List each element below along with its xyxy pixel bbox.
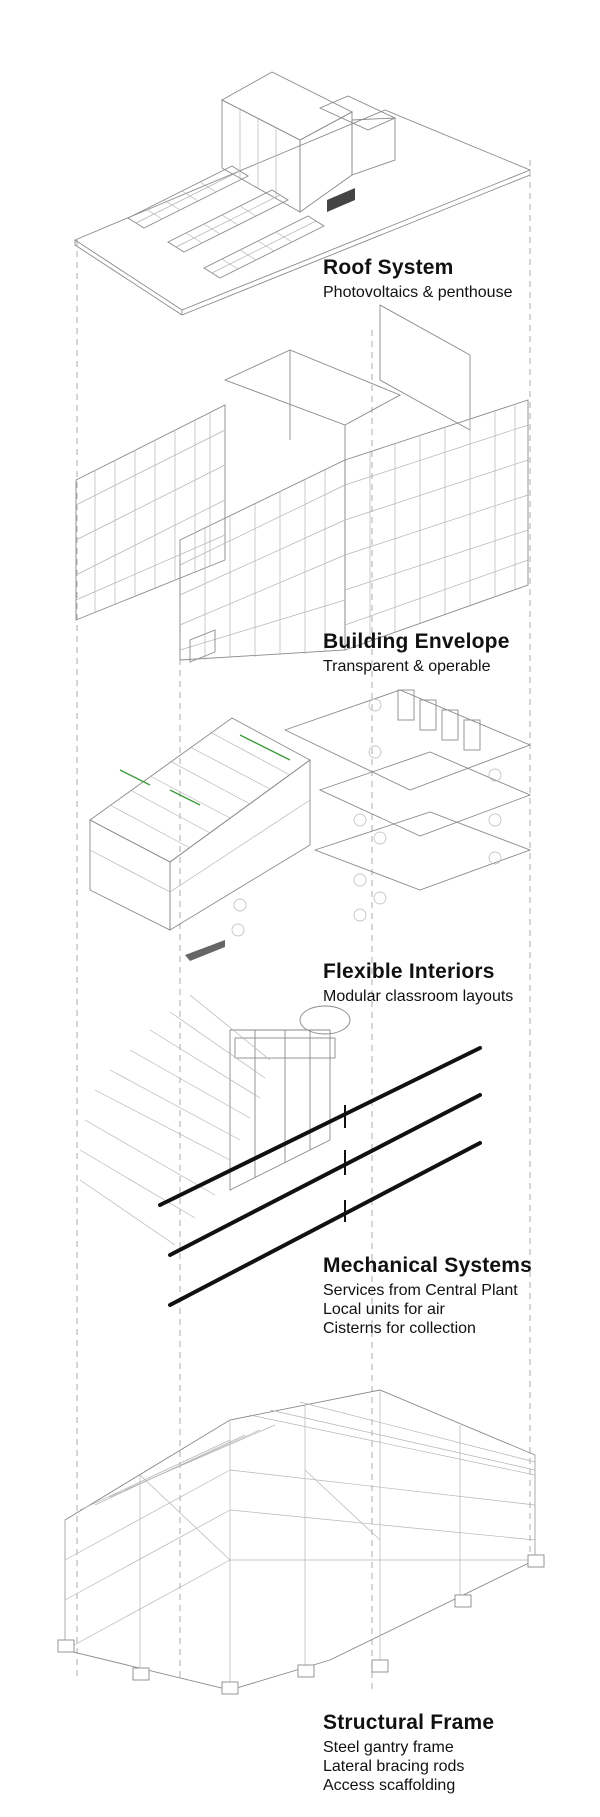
layer-title: Structural Frame [323,1711,495,1734]
structural-frame-label: Structural Frame Steel gantry frame Late… [323,1712,494,1795]
layer-description: Services from Central Plant [323,1282,518,1299]
mechanical-systems-drawing [79,994,482,1307]
layer-title: Flexible Interiors [323,960,495,983]
layer-description: Modular classroom layouts [323,988,514,1005]
roof-system-drawing [74,71,532,316]
flexible-interiors-label: Flexible Interiors Modular classroom lay… [323,961,513,1006]
building-envelope-drawing [75,304,529,663]
layer-title: Roof System [323,256,454,279]
mechanical-systems-label: Mechanical Systems Services from Central… [323,1255,532,1338]
layer-description: Photovoltaics & penthouse [323,284,513,301]
flexible-interiors-drawing [89,689,532,961]
layer-title: Building Envelope [323,630,510,653]
roof-system-label: Roof System Photovoltaics & penthouse [323,257,512,302]
alignment-guides [76,160,531,1690]
structural-frame-drawing [57,1389,545,1695]
layer-description: Lateral bracing rods [323,1758,465,1775]
layer-description: Local units for air [323,1301,445,1318]
layer-description: Transparent & operable [323,658,491,675]
layer-description: Steel gantry frame [323,1739,454,1756]
building-envelope-label: Building Envelope Transparent & operable [323,631,510,676]
layer-title: Mechanical Systems [323,1254,533,1277]
layer-description: Cisterns for collection [323,1320,476,1337]
layer-description: Access scaffolding [323,1777,456,1794]
